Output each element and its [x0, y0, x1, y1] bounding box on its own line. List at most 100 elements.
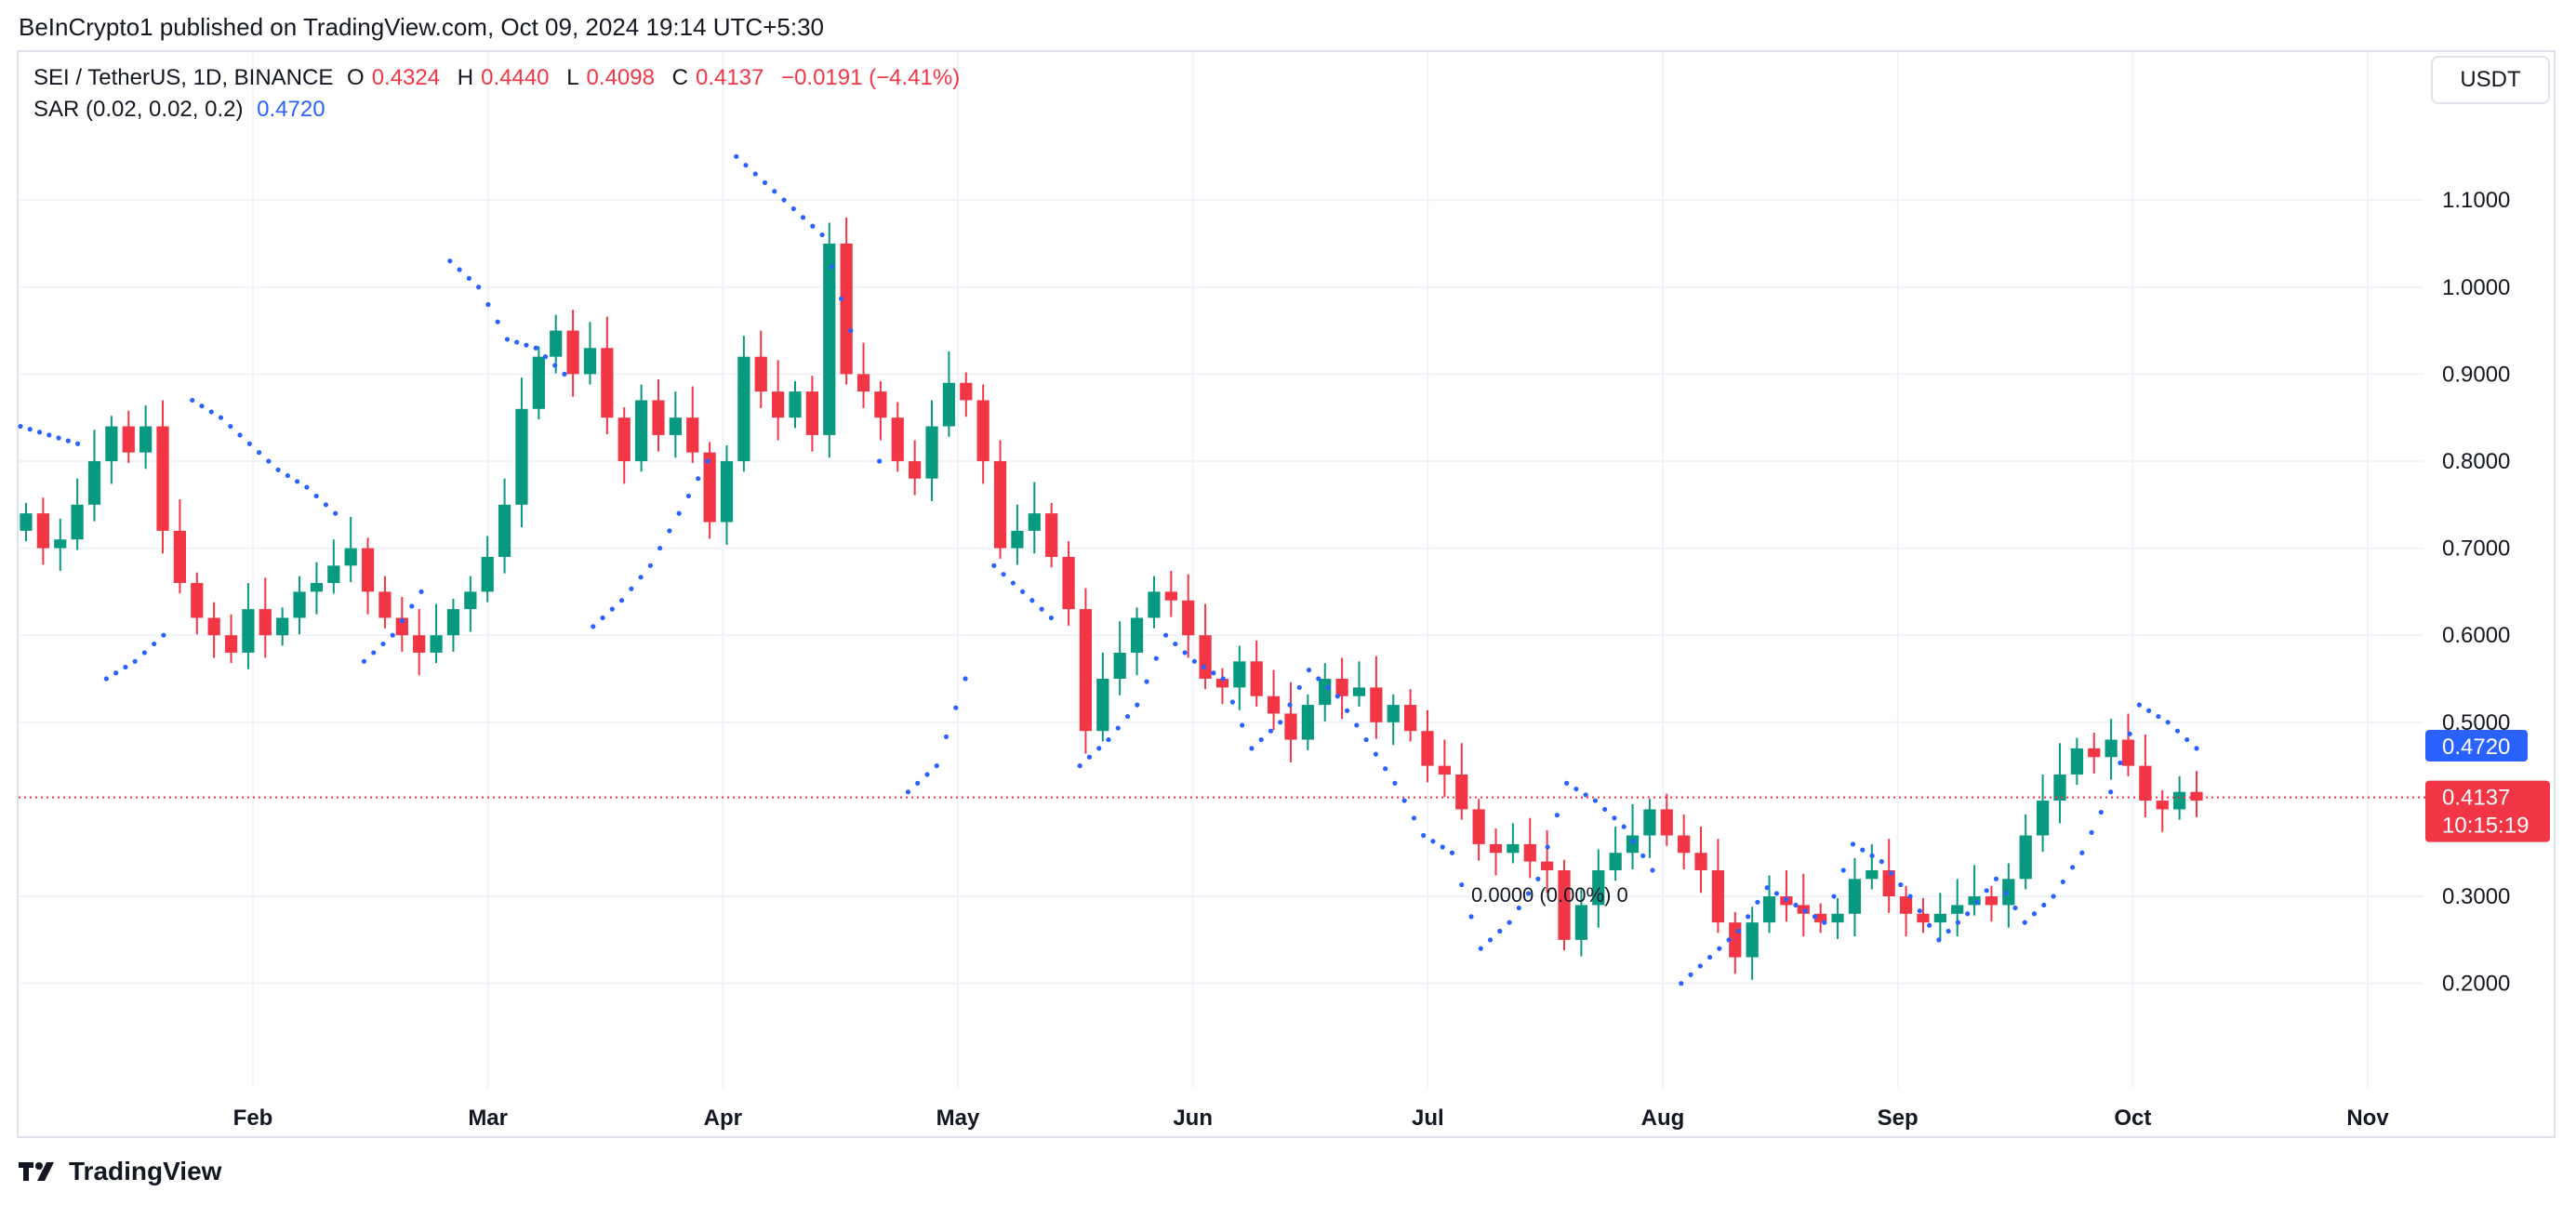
- candle-body: [1609, 853, 1622, 870]
- sar-dot: [361, 658, 367, 664]
- sar-dot: [27, 427, 33, 432]
- candle-body: [1438, 765, 1451, 775]
- candle-body: [1062, 556, 1075, 610]
- sar-dot: [1229, 699, 1236, 705]
- candle-body: [909, 460, 922, 479]
- sar-dot: [1564, 780, 1570, 786]
- sar-dot: [1545, 844, 1550, 850]
- sar-dot: [609, 606, 615, 612]
- tradingview-logo-icon: [19, 1162, 54, 1181]
- sar-dot: [1287, 702, 1293, 708]
- candle-body: [430, 635, 443, 653]
- x-tick-label: Nov: [2346, 1106, 2389, 1131]
- candle-body: [361, 548, 375, 592]
- candle-body: [1319, 679, 1332, 706]
- candle-body: [1096, 679, 1109, 732]
- sar-dot: [1153, 655, 1159, 661]
- sar-dot: [1325, 684, 1331, 690]
- open-value: 0.4324: [371, 65, 441, 90]
- currency-button[interactable]: USDT: [2431, 56, 2550, 104]
- sar-dot: [1029, 598, 1035, 603]
- sar-dot: [1096, 746, 1102, 751]
- sar-dot: [390, 632, 395, 638]
- x-tick-label: May: [936, 1106, 980, 1131]
- y-tick-label: 0.3000: [2442, 884, 2510, 909]
- y-tick-label: 0.2000: [2442, 972, 2510, 997]
- sar-dot: [56, 435, 61, 441]
- sar-dot: [1898, 881, 1904, 888]
- candle-body: [856, 374, 870, 392]
- sar-dot: [991, 563, 997, 568]
- sar-dot: [333, 510, 339, 516]
- sar-dot: [924, 772, 930, 777]
- y-tick-label: 0.7000: [2442, 536, 2510, 562]
- x-tick-label: Apr: [704, 1106, 742, 1131]
- candle-body: [1130, 617, 1144, 653]
- candle-body: [1250, 661, 1263, 696]
- candle-body: [1762, 896, 1776, 923]
- sar-dot: [1516, 905, 1521, 911]
- y-tick-label: 0.8000: [2442, 449, 2510, 474]
- candle-body: [1814, 913, 1827, 923]
- candle-body: [2019, 835, 2032, 880]
- sar-dot: [1211, 670, 1216, 676]
- sar-dot: [629, 586, 634, 591]
- sar-dot: [514, 339, 520, 345]
- y-tick-label: 1.1000: [2442, 188, 2510, 213]
- sar-dot: [2127, 731, 2132, 736]
- candle-body: [925, 426, 938, 479]
- candle-body: [2053, 774, 2066, 801]
- sar-dot: [600, 615, 605, 621]
- candle-body: [498, 504, 511, 557]
- chart-frame[interactable]: [17, 50, 2556, 1138]
- candle-body: [617, 417, 631, 461]
- sar-dot: [848, 327, 854, 334]
- candle-body: [413, 635, 426, 653]
- sar-dot: [1115, 725, 1121, 731]
- tradingview-brand: TradingView: [69, 1157, 222, 1185]
- sar-dot: [790, 205, 796, 212]
- candle-body: [1387, 705, 1400, 722]
- candle-body: [1199, 635, 1212, 680]
- sar-dot: [1679, 981, 1684, 987]
- sar-dot: [266, 458, 272, 464]
- sar-value: 0.4720: [257, 97, 325, 122]
- close-label: C: [671, 65, 688, 90]
- sar-dot: [1697, 963, 1703, 969]
- x-axis: Feb Mar Apr May Jun Jul Aug Sep Oct Nov: [233, 1106, 2390, 1131]
- candle-body: [789, 391, 802, 418]
- candle-body: [2070, 748, 2083, 775]
- sar-dot: [141, 650, 148, 655]
- sar-dot: [1726, 937, 1732, 943]
- candle-body: [1985, 896, 1998, 906]
- sar-dot: [676, 510, 682, 516]
- candle-body: [686, 417, 699, 453]
- candle-body: [823, 243, 836, 435]
- candle-body: [601, 348, 614, 418]
- sar-dot: [943, 734, 949, 740]
- sar-dot: [647, 563, 653, 568]
- candle-body: [942, 382, 956, 427]
- sar-dot: [1812, 914, 1818, 920]
- candle-body: [2156, 801, 2169, 810]
- candle-body: [1421, 731, 1434, 766]
- x-tick-label: Aug: [1641, 1106, 1685, 1131]
- x-tick-label: Jul: [1412, 1106, 1444, 1131]
- sar-dot: [1449, 850, 1455, 855]
- sar-dot: [228, 423, 233, 430]
- candle-body: [327, 565, 340, 584]
- sar-dot: [1907, 894, 1913, 899]
- candle-body: [550, 330, 563, 357]
- x-tick-label: Jun: [1173, 1106, 1213, 1131]
- candle-body: [2036, 801, 2050, 836]
- sar-dot: [1784, 896, 1789, 902]
- candle-body: [1233, 661, 1246, 688]
- sar-dot: [1124, 713, 1131, 720]
- candle-body: [737, 356, 750, 461]
- candle-body: [1370, 687, 1383, 722]
- sar-dot: [1554, 813, 1560, 818]
- sar-dot: [152, 641, 157, 647]
- sar-dot: [953, 705, 959, 710]
- sar-dot: [380, 641, 386, 647]
